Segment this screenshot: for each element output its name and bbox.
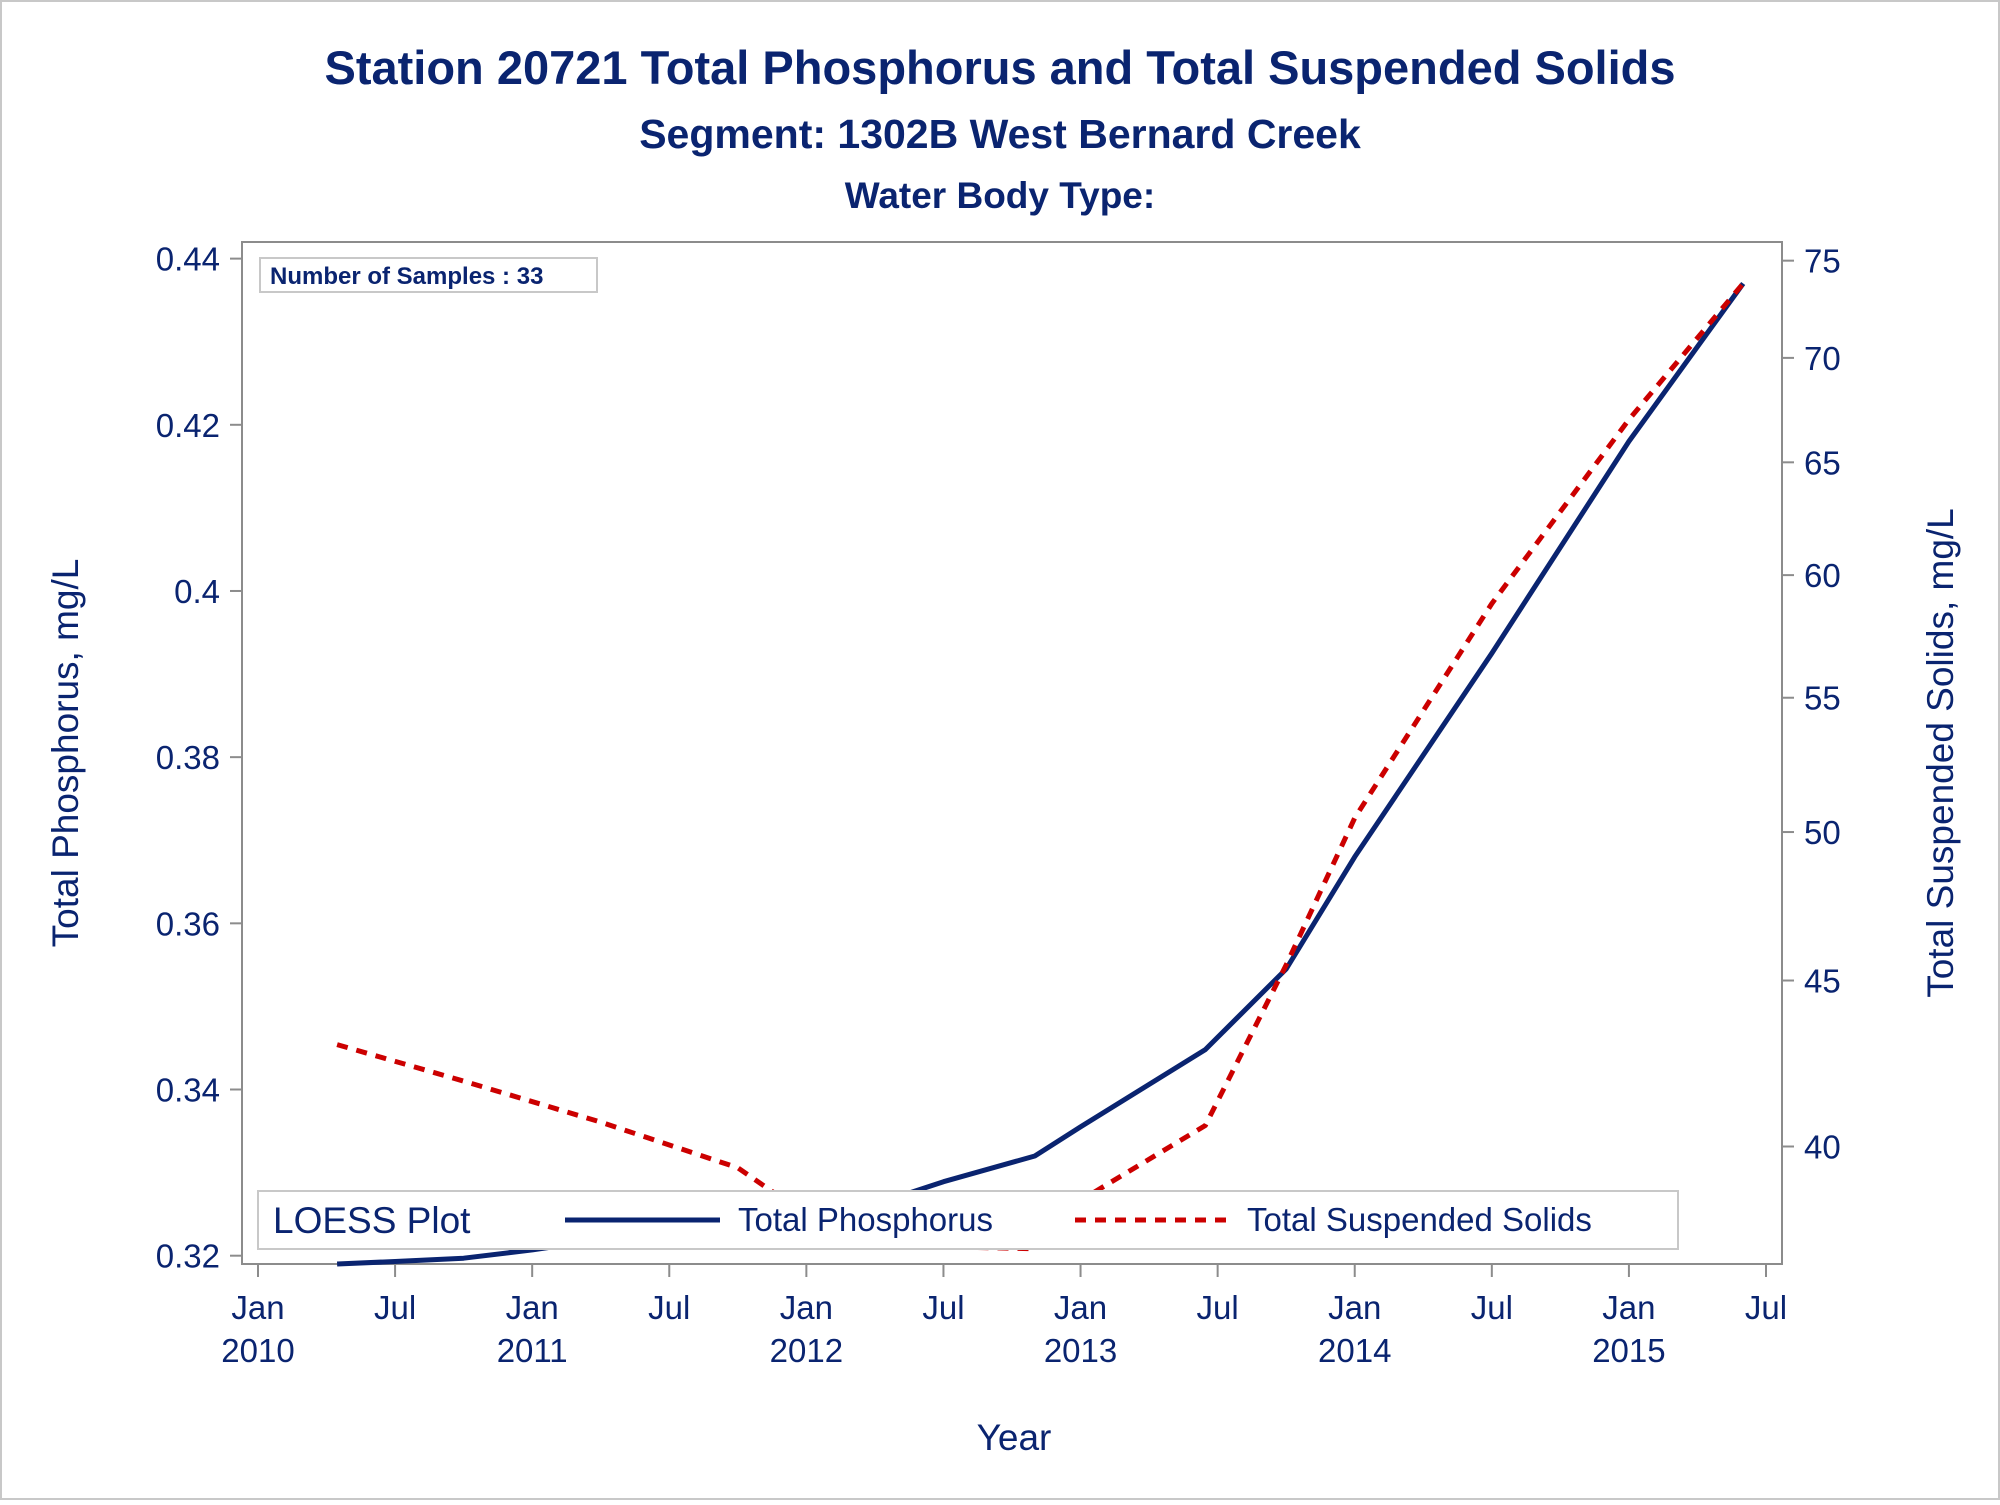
x-tick-label-month: Jul — [1197, 1289, 1239, 1326]
legend-label-tss: Total Suspended Solids — [1247, 1201, 1592, 1238]
y-right-tick-label: 70 — [1804, 340, 1841, 377]
y-right-axis: 40 45 50 55 60 65 70 75 — [1782, 243, 1841, 1165]
y-right-tick-label: 60 — [1804, 557, 1841, 594]
samples-inset-box — [259, 257, 598, 293]
x-tick-label-year: 2010 — [221, 1332, 294, 1369]
legend-label-phosphorus: Total Phosphorus — [738, 1201, 993, 1238]
x-tick-label-month: Jul — [1745, 1289, 1787, 1326]
chart-subtitle-2: Water Body Type: — [845, 175, 1155, 216]
y-left-tick-label: 0.4 — [174, 573, 220, 610]
y-left-tick-label: 0.38 — [156, 739, 220, 776]
x-axis-title: Year — [977, 1417, 1052, 1458]
y-left-tick-label: 0.32 — [156, 1238, 220, 1275]
legend-title: LOESS Plot — [273, 1200, 471, 1241]
x-tick-label-month: Jan — [1328, 1289, 1381, 1326]
x-tick-label-year: 2013 — [1044, 1332, 1117, 1369]
x-tick-label-month: Jul — [922, 1289, 964, 1326]
samples-inset-label: Number of Samples : 33 — [270, 263, 543, 290]
x-tick-label-year: 2011 — [497, 1332, 568, 1369]
y-right-tick-label: 65 — [1804, 444, 1841, 481]
chart-title: Station 20721 Total Phosphorus and Total… — [325, 41, 1676, 94]
x-tick-label-month: Jul — [1471, 1289, 1513, 1326]
y-left-axis: 0.32 0.34 0.36 0.38 0.4 0.42 0.44 — [156, 241, 242, 1275]
x-tick-label-year: 2014 — [1318, 1332, 1391, 1369]
x-tick-label-month: Jul — [648, 1289, 690, 1326]
y-right-tick-label: 45 — [1804, 963, 1841, 1000]
samples-inset: Number of Samples : 33 — [259, 257, 598, 293]
x-tick-label-month: Jan — [780, 1289, 833, 1326]
x-tick-label-month: Jul — [374, 1289, 416, 1326]
y-left-tick-label: 0.42 — [156, 407, 220, 444]
x-tick-label-month: Jan — [506, 1289, 559, 1326]
y-right-tick-label: 55 — [1804, 680, 1841, 717]
x-tick-label-month: Jan — [231, 1289, 284, 1326]
legend: LOESS Plot Total Phosphorus Total Suspen… — [257, 1190, 1679, 1250]
y-right-tick-label: 75 — [1804, 243, 1841, 280]
y-left-tick-label: 0.36 — [156, 905, 220, 942]
plot-area — [241, 241, 1783, 1265]
y-left-tick-label: 0.34 — [156, 1072, 220, 1109]
x-tick-label-year: 2015 — [1592, 1332, 1665, 1369]
legend-box — [257, 1190, 1679, 1250]
y-right-axis-title: Total Suspended Solids, mg/L — [1920, 508, 1961, 998]
y-left-axis-title: Total Phosphorus, mg/L — [45, 559, 86, 948]
chart-subtitle: Segment: 1302B West Bernard Creek — [639, 111, 1361, 157]
y-left-tick-label: 0.44 — [156, 241, 220, 278]
y-right-tick-label: 50 — [1804, 814, 1841, 851]
x-tick-label-year: 2012 — [770, 1332, 843, 1369]
y-right-tick-label: 40 — [1804, 1128, 1841, 1165]
x-tick-label-month: Jan — [1054, 1289, 1107, 1326]
x-tick-label-month: Jan — [1602, 1289, 1655, 1326]
x-axis: Jan 2010 Jul Jan 2011 Jul Jan 2012 Jul Jan 2013 Jul… — [221, 1264, 1787, 1369]
